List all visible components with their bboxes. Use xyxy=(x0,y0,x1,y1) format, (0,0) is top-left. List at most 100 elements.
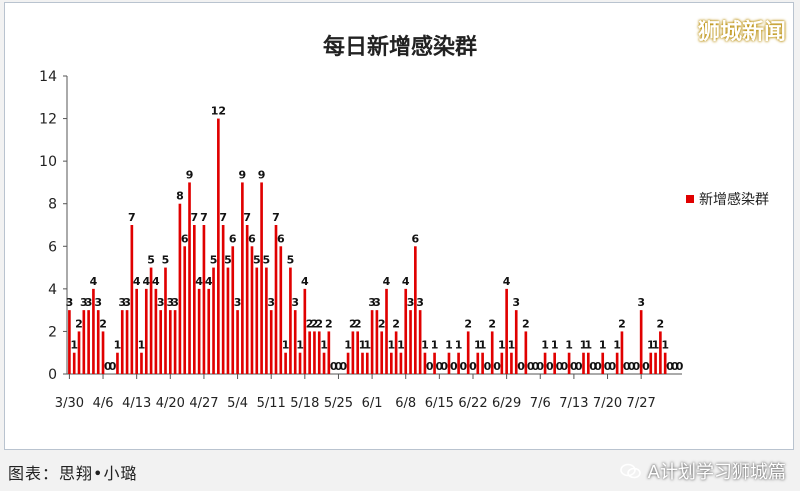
data-label: 3 xyxy=(80,296,88,309)
bar xyxy=(418,310,422,374)
data-label: 5 xyxy=(253,254,261,267)
bar xyxy=(586,352,590,374)
data-label: 2 xyxy=(618,317,626,330)
bar xyxy=(207,288,211,374)
data-label: 1 xyxy=(455,339,463,352)
bar xyxy=(659,331,662,374)
legend: 新增感染群 xyxy=(686,191,769,208)
bar xyxy=(365,352,369,374)
data-label: 0 xyxy=(589,360,597,373)
bar xyxy=(447,352,451,374)
wechat-account-name: A计划学习狮城篇 xyxy=(647,462,786,483)
data-label: 6 xyxy=(248,232,256,245)
data-label: 1 xyxy=(584,339,592,352)
y-tick-label: 12 xyxy=(39,112,57,128)
y-tick-label: 8 xyxy=(48,197,57,213)
data-label: 0 xyxy=(633,360,641,373)
data-label: 3 xyxy=(373,296,381,309)
bar xyxy=(241,182,244,374)
data-label: 1 xyxy=(479,339,487,352)
x-tick-label: 7/6 xyxy=(530,396,551,411)
bar xyxy=(404,288,408,374)
data-label: 3 xyxy=(512,296,520,309)
bar xyxy=(72,352,76,374)
data-label: 7 xyxy=(128,211,136,224)
bar xyxy=(553,352,556,374)
bar xyxy=(514,310,518,374)
bar xyxy=(144,288,148,374)
data-label: 4 xyxy=(133,275,141,288)
data-label: 1 xyxy=(70,339,78,352)
data-label: 7 xyxy=(243,211,251,224)
data-label: 0 xyxy=(484,360,492,373)
bar xyxy=(510,352,513,374)
x-tick-label: 5/4 xyxy=(227,396,248,411)
data-label: 1 xyxy=(541,339,549,352)
data-label: 1 xyxy=(387,339,395,352)
data-label: 1 xyxy=(421,339,429,352)
bar xyxy=(236,310,239,374)
data-label: 0 xyxy=(109,360,117,373)
data-label: 0 xyxy=(609,360,617,373)
data-label: 1 xyxy=(647,339,655,352)
x-tick-label: 5/18 xyxy=(290,396,319,411)
bar xyxy=(116,352,119,374)
bar-series xyxy=(68,118,667,374)
data-label: 0 xyxy=(642,360,650,373)
bar xyxy=(490,331,494,374)
bar xyxy=(202,225,206,374)
bar xyxy=(226,267,230,374)
data-label: 1 xyxy=(613,339,621,352)
x-tick-label: 4/27 xyxy=(189,396,218,411)
data-label: 1 xyxy=(320,339,328,352)
bar xyxy=(620,331,624,374)
data-label: 5 xyxy=(287,254,295,267)
data-label: 1 xyxy=(599,339,607,352)
data-label: 9 xyxy=(186,168,194,181)
bar xyxy=(231,246,235,374)
bar xyxy=(639,310,643,374)
data-label: 1 xyxy=(296,339,304,352)
data-label: 0 xyxy=(335,360,343,373)
data-label: 1 xyxy=(138,339,146,352)
bar xyxy=(284,352,287,374)
data-label: 0 xyxy=(604,360,612,373)
data-label: 0 xyxy=(104,360,112,373)
bar xyxy=(212,267,215,374)
legend-swatch xyxy=(686,195,694,203)
bar xyxy=(423,352,427,374)
bar xyxy=(505,288,508,374)
bar xyxy=(159,310,163,374)
bar xyxy=(173,310,177,374)
data-label: 0 xyxy=(536,360,544,373)
data-label: 1 xyxy=(474,339,482,352)
data-label: 5 xyxy=(224,254,232,267)
bar xyxy=(250,246,254,374)
bar xyxy=(567,352,571,374)
bar xyxy=(92,288,95,374)
x-tick-label: 4/13 xyxy=(122,396,151,411)
bar xyxy=(582,352,585,374)
bar xyxy=(77,331,81,374)
x-tick-label: 5/11 xyxy=(257,396,286,411)
data-label: 0 xyxy=(546,360,554,373)
data-label: 3 xyxy=(66,296,74,309)
bar xyxy=(260,182,263,374)
x-tick-label: 5/25 xyxy=(324,396,353,411)
data-label: 3 xyxy=(234,296,242,309)
x-axis: 3/30 4/6 4/13 4/20 4/27 5/4 5/11 5/18 5/25 6/1 6/8… xyxy=(55,373,682,411)
data-label: 4 xyxy=(142,275,150,288)
data-label: 4 xyxy=(503,275,511,288)
data-label: 4 xyxy=(383,275,391,288)
bar xyxy=(433,352,436,374)
data-label: 2 xyxy=(378,317,386,330)
x-tick-label: 4/20 xyxy=(156,396,185,411)
wechat-account: A计划学习狮城篇 xyxy=(619,458,786,484)
data-label: 1 xyxy=(565,339,573,352)
bar xyxy=(481,352,484,374)
chart-title: 每日新增感染群 xyxy=(323,34,477,60)
legend-label: 新增感染群 xyxy=(699,191,769,208)
data-label: 1 xyxy=(397,339,405,352)
data-label: 3 xyxy=(94,296,102,309)
x-tick-label: 4/6 xyxy=(93,396,114,411)
